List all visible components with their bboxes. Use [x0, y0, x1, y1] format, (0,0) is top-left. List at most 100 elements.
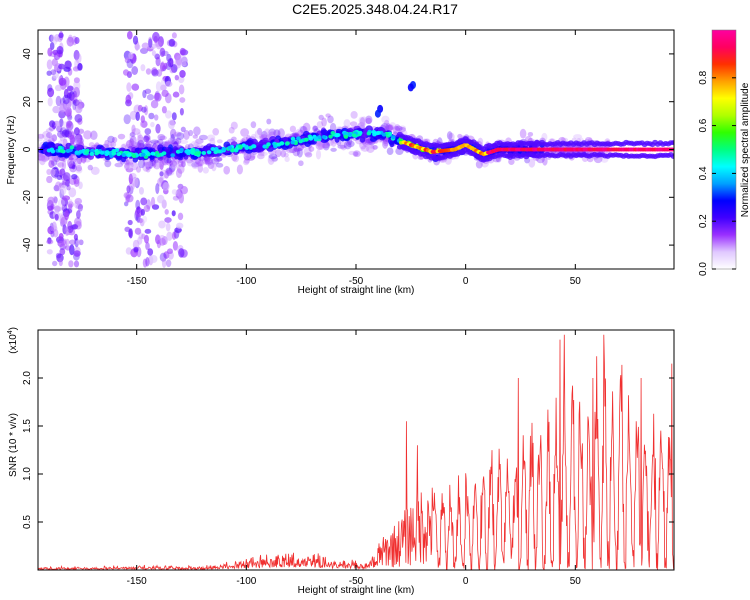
spectral-noise-speck: [135, 199, 141, 211]
spectral-noise-speck: [50, 230, 55, 238]
spectral-noise-speck: [47, 47, 53, 57]
spectral-noise-speck: [134, 43, 141, 51]
spectral-halo-speck: [53, 156, 60, 163]
spectral-noise-speck: [47, 87, 55, 98]
colorbar-tick-label: 0.4: [698, 166, 709, 180]
colorbar-tick-label: 0.0: [698, 262, 709, 276]
y-tick-label: 1.5: [22, 419, 33, 433]
spectral-noise-speck: [153, 114, 159, 121]
spectral-noise-speck: [150, 121, 155, 128]
spectral-halo-speck: [475, 160, 483, 169]
y-tick-label: 40: [22, 48, 33, 60]
spectral-halo-speck: [346, 140, 355, 148]
spectrogram-panel: -150 -100 -50 0 50 -40 -20 0 20 40 Height of str…: [6, 29, 675, 296]
spectral-noise-speck: [57, 198, 66, 208]
spectral-halo-speck: [348, 150, 356, 156]
x-tick-label: -50: [349, 576, 364, 587]
spectral-halo-speck: [258, 134, 268, 139]
spectral-halo-speck: [46, 168, 52, 175]
spectral-noise-speck: [144, 234, 149, 244]
spectral-isolated-spot: [374, 109, 381, 118]
spectral-noise-speck: [133, 104, 142, 114]
spectral-halo-speck: [74, 159, 82, 168]
spectral-halo-speck: [176, 164, 185, 174]
spectral-noise-speck: [148, 38, 153, 49]
spectral-core-blob: [320, 129, 328, 136]
spectral-halo-speck: [188, 129, 194, 137]
spectral-halo-speck: [508, 158, 515, 165]
spectral-halo-speck: [421, 138, 431, 143]
spectral-halo-speck: [204, 157, 213, 165]
spectral-noise-speck: [68, 155, 75, 161]
spectral-halo-speck: [322, 141, 330, 151]
spectral-halo-speck: [206, 134, 216, 142]
spectral-halo-speck: [137, 159, 146, 169]
spectral-ridge-point: [121, 153, 127, 157]
spectral-noise-speck: [133, 246, 139, 253]
spectral-core-blob: [377, 127, 386, 133]
spectral-noise-speck: [165, 222, 171, 232]
spectral-noise-speck: [168, 38, 176, 47]
spectral-noise-speck: [58, 63, 66, 70]
spectral-core-blob: [304, 141, 311, 147]
spectrogram-heatmap: [38, 30, 674, 269]
spectral-noise-speck: [155, 81, 162, 92]
spectral-ridge-point: [298, 139, 304, 144]
snr-x-label: Height of straight line (km): [298, 585, 415, 596]
spectral-halo-speck: [385, 124, 394, 131]
spectral-noise-speck: [180, 126, 186, 133]
snr-plot-area: [38, 330, 674, 570]
spectral-noise-speck: [129, 110, 138, 120]
spectral-ridge-point: [206, 150, 212, 155]
spectral-noise-speck: [47, 196, 55, 205]
spectral-halo-speck: [293, 145, 300, 152]
spectral-noise-speck: [178, 192, 185, 204]
spectral-noise-speck: [49, 222, 54, 233]
spectral-noise-speck: [69, 163, 77, 173]
spectral-noise-speck: [46, 70, 52, 76]
snr-y-label: SNR (10 * v/v): [8, 413, 19, 477]
spectral-noise-speck: [174, 74, 179, 81]
spectral-halo-speck: [38, 137, 43, 142]
spectral-ridge-point: [127, 152, 132, 157]
spectral-noise-speck: [145, 242, 150, 251]
spectral-noise-speck: [56, 125, 63, 133]
spectral-isolated-spot: [407, 83, 414, 92]
spectral-halo-speck: [129, 132, 136, 137]
spectral-halo-speck: [125, 161, 133, 167]
spectral-noise-speck: [125, 247, 132, 255]
spectral-halo-speck: [243, 159, 250, 166]
spectral-halo-speck: [359, 117, 366, 127]
spectral-halo-speck: [268, 153, 278, 160]
spectral-noise-speck: [67, 198, 73, 205]
spectral-halo-speck: [135, 144, 141, 149]
spectral-noise-speck: [62, 224, 67, 235]
spectral-noise-speck: [141, 42, 150, 50]
spectral-ridge-point: [195, 151, 200, 156]
spectral-noise-speck: [181, 60, 187, 67]
spectral-noise-speck: [55, 95, 62, 107]
spectral-noise-speck: [140, 47, 148, 55]
spectral-ridge-point: [99, 150, 105, 155]
spectral-ridge-point: [273, 144, 278, 149]
spectral-noise-speck: [73, 49, 80, 61]
spectral-halo-speck: [277, 128, 285, 139]
colorbar-frame: [711, 29, 737, 270]
spectral-halo-speck: [142, 162, 150, 172]
spectral-noise-speck: [156, 69, 163, 77]
spectral-noise-speck: [132, 239, 140, 250]
spectral-noise-speck: [73, 260, 80, 268]
spectral-noise-speck: [66, 36, 75, 47]
spectral-halo-speck: [145, 165, 151, 173]
spectral-halo-speck: [212, 128, 220, 136]
spectral-noise-speck: [160, 84, 167, 91]
spectral-noise-speck: [50, 168, 56, 176]
spectral-ridge-point: [201, 151, 207, 155]
spectral-noise-speck: [151, 204, 160, 210]
spectral-noise-speck: [145, 257, 150, 267]
spectral-ridge-point: [74, 150, 80, 155]
spectral-noise-speck: [58, 233, 64, 240]
spectral-ridge-point: [279, 141, 285, 146]
spectral-noise-speck: [153, 35, 158, 44]
